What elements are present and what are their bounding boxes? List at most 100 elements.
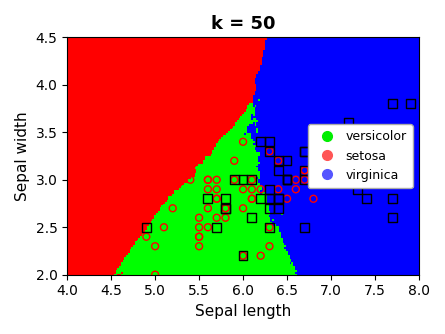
Point (134, 139, 141, 145)
Point (275, 168, 282, 173)
Point (160, 130, 167, 135)
Point (195, 234, 202, 239)
Point (275, 158, 282, 163)
Point (248, 177, 255, 182)
Point (283, 177, 291, 182)
Point (231, 177, 238, 182)
Point (195, 234, 202, 239)
Point (248, 177, 255, 182)
Point (248, 177, 255, 182)
Point (319, 168, 326, 173)
Point (301, 168, 308, 173)
Point (266, 139, 273, 145)
Point (152, 158, 159, 163)
Point (266, 139, 273, 145)
Point (266, 206, 273, 211)
Point (152, 130, 159, 135)
Point (99, 177, 106, 182)
Point (117, 158, 124, 163)
Point (275, 196, 282, 201)
Point (152, 120, 159, 126)
Legend: versicolor, setosa, virginica: versicolor, setosa, virginica (308, 124, 413, 188)
Point (239, 187, 247, 192)
Point (160, 149, 167, 154)
Point (222, 206, 229, 211)
Point (389, 177, 396, 182)
Point (204, 224, 211, 230)
Point (134, 177, 141, 182)
Point (301, 177, 308, 182)
Point (345, 120, 352, 126)
Point (345, 120, 352, 126)
Point (354, 187, 361, 192)
Point (389, 177, 396, 182)
Point (117, 168, 124, 173)
Y-axis label: Sepal width: Sepal width (15, 111, 30, 201)
Point (152, 139, 159, 145)
Point (336, 177, 344, 182)
Point (266, 196, 273, 201)
Point (310, 177, 317, 182)
Point (187, 139, 194, 145)
Point (257, 196, 264, 201)
Point (345, 158, 352, 163)
Point (301, 168, 308, 173)
Point (187, 92, 194, 97)
Point (160, 111, 167, 116)
Point (275, 158, 282, 163)
Point (257, 187, 264, 192)
Point (125, 158, 132, 163)
Point (160, 101, 167, 107)
Point (275, 158, 282, 163)
Point (213, 101, 220, 107)
Point (283, 177, 291, 182)
Point (239, 177, 247, 182)
Point (266, 206, 273, 211)
Point (143, 168, 150, 173)
Point (195, 243, 202, 249)
Point (169, 130, 176, 135)
Point (231, 177, 238, 182)
Point (204, 177, 211, 182)
Point (389, 215, 396, 220)
Point (345, 158, 352, 163)
Point (266, 149, 273, 154)
Point (239, 139, 247, 145)
Point (195, 215, 202, 220)
Point (160, 130, 167, 135)
Point (301, 177, 308, 182)
Point (222, 82, 229, 88)
Point (283, 177, 291, 182)
Point (152, 139, 159, 145)
Point (301, 149, 308, 154)
Point (213, 196, 220, 201)
Point (213, 187, 220, 192)
Point (266, 224, 273, 230)
Point (389, 101, 396, 107)
Point (169, 206, 176, 211)
Point (187, 92, 194, 97)
Point (213, 196, 220, 201)
Point (143, 120, 150, 126)
Point (248, 196, 255, 201)
Point (222, 206, 229, 211)
Point (275, 196, 282, 201)
Point (222, 196, 229, 201)
Point (152, 177, 159, 182)
Point (99, 158, 106, 163)
Point (231, 177, 238, 182)
Point (231, 158, 238, 163)
Point (169, 72, 176, 78)
Point (117, 139, 124, 145)
Point (239, 253, 247, 259)
Point (239, 206, 247, 211)
Point (222, 206, 229, 211)
Point (160, 224, 167, 230)
Point (152, 272, 159, 278)
Point (275, 187, 282, 192)
Point (248, 196, 255, 201)
Point (222, 196, 229, 201)
Point (152, 149, 159, 154)
Point (266, 149, 273, 154)
Point (134, 139, 141, 145)
